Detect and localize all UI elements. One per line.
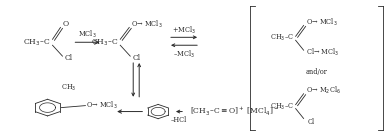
Text: O→ MCl$_3$: O→ MCl$_3$ [306,17,337,28]
Text: Cl→ MCl$_3$: Cl→ MCl$_3$ [306,47,339,58]
Text: Cl: Cl [308,118,315,126]
Text: +MCl$_3$: +MCl$_3$ [172,25,196,36]
Text: O→ MCl$_3$: O→ MCl$_3$ [131,19,163,30]
Text: CH$_3$–C: CH$_3$–C [91,37,118,47]
Text: CH$_3$: CH$_3$ [61,83,77,93]
Text: and/or: and/or [306,68,327,76]
Text: CH$_3$–C: CH$_3$–C [23,37,50,47]
Text: O→ M$_2$Cl$_6$: O→ M$_2$Cl$_6$ [306,85,341,96]
Text: CH$_3$–C: CH$_3$–C [270,101,294,112]
Text: –MCl$_3$: –MCl$_3$ [173,49,195,60]
Text: O→ MCl$_3$: O→ MCl$_3$ [87,100,118,111]
Text: [CH$_3$–C$\equiv$O]$^+$ [MCl$_4$]$^-$: [CH$_3$–C$\equiv$O]$^+$ [MCl$_4$]$^-$ [190,105,280,118]
Text: O: O [62,20,69,28]
Text: MCl$_3$: MCl$_3$ [78,29,97,40]
Text: CH$_3$–C: CH$_3$–C [270,33,294,43]
Text: Cl: Cl [64,54,73,62]
Text: –HCl: –HCl [171,116,187,124]
Text: Cl: Cl [132,54,140,62]
